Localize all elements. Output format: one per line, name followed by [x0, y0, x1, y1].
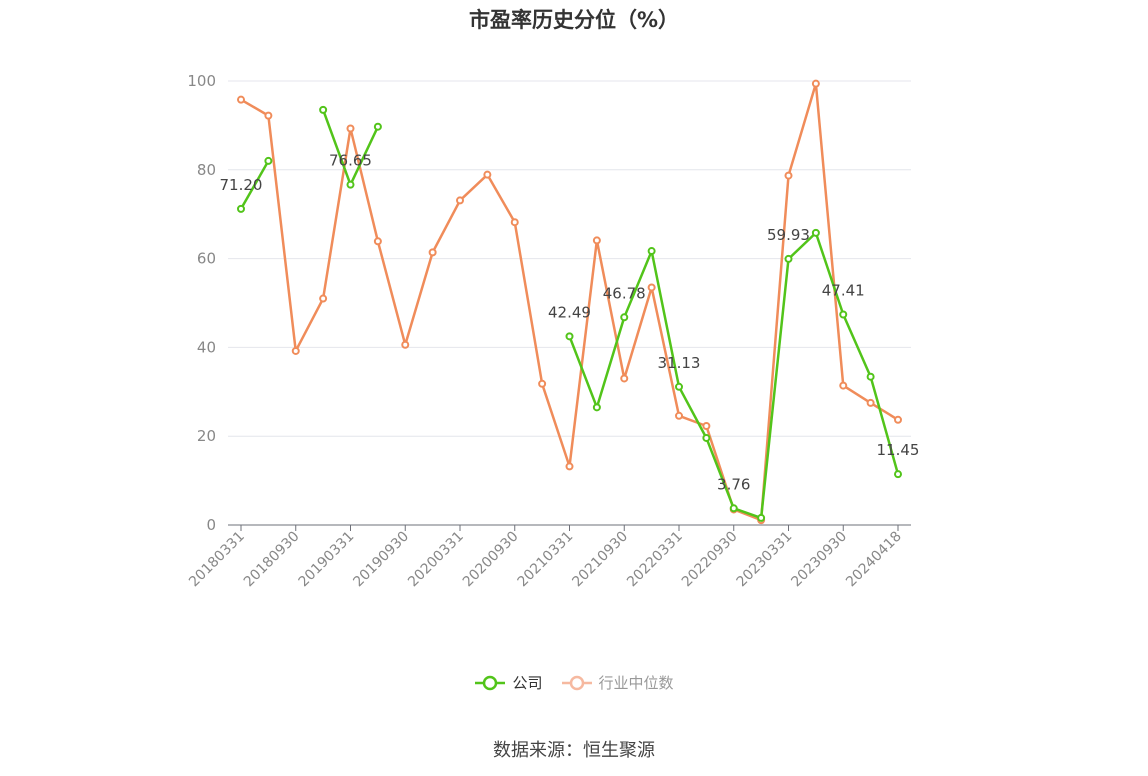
data-point — [647, 283, 656, 292]
data-point — [346, 124, 355, 133]
x-tick-label: 20190331 — [296, 529, 358, 591]
legend-label-industry-median: 行业中位数 — [598, 674, 674, 692]
data-point — [702, 433, 711, 442]
data-label: 11.45 — [877, 441, 920, 459]
data-label: 31.13 — [658, 354, 701, 372]
data-point — [592, 236, 601, 245]
data-point — [373, 122, 382, 131]
y-tick-label: 60 — [197, 250, 216, 268]
x-tick-label: 20180930 — [241, 529, 303, 591]
data-labels: 71.20 76.65 42.49 46.78 31.13 3.76 59.93 47.41 1… — [220, 152, 920, 494]
x-tick-label: 20230930 — [788, 529, 850, 591]
series-line-segment — [240, 82, 899, 522]
data-point — [894, 415, 902, 424]
legend-item-company[interactable]: 公司 — [474, 672, 543, 693]
line-chart: 0 20 40 60 80 100 2018033120180930201903312019… — [186, 72, 920, 590]
data-point — [237, 204, 245, 213]
data-point — [894, 470, 902, 479]
data-point — [702, 421, 711, 430]
data-point — [839, 381, 848, 390]
data-point — [483, 170, 492, 179]
data-point — [291, 346, 300, 355]
series-industry-median — [237, 79, 902, 525]
legend: 公司 行业中位数 — [0, 672, 1148, 693]
data-label: 3.76 — [717, 475, 750, 493]
legend-item-industry-median[interactable]: 行业中位数 — [561, 672, 674, 693]
data-point — [237, 95, 245, 104]
data-point — [592, 403, 601, 412]
data-label: 46.78 — [603, 284, 646, 302]
data-point — [784, 254, 793, 263]
x-tick-label: 20220331 — [624, 529, 686, 591]
data-point — [538, 379, 547, 388]
data-point — [620, 374, 629, 383]
data-point — [346, 180, 355, 189]
legend-industry-marker — [561, 675, 592, 690]
data-point — [401, 340, 410, 349]
data-label: 59.93 — [767, 226, 810, 244]
data-label: 42.49 — [548, 303, 591, 321]
data-point — [264, 156, 273, 165]
data-point — [866, 372, 875, 381]
data-point — [428, 248, 437, 257]
x-tick-label: 20200930 — [460, 529, 522, 591]
x-tick-label: 20190930 — [350, 529, 412, 591]
series-line-segment — [321, 109, 380, 186]
data-point — [675, 411, 683, 420]
x-tick-label: 20210930 — [569, 529, 631, 591]
data-point — [811, 228, 820, 237]
series-line-segment — [239, 160, 270, 210]
data-point — [784, 171, 793, 180]
x-tick-label: 20230331 — [734, 529, 796, 591]
data-label: 47.41 — [822, 281, 865, 299]
data-point — [675, 382, 683, 391]
series-company — [237, 105, 902, 522]
data-point — [620, 313, 629, 322]
x-tick-label: 20210331 — [515, 529, 577, 591]
axes: 0 20 40 60 80 100 2018033120180930201903312019… — [186, 72, 911, 590]
data-point — [729, 504, 738, 513]
chart-title: 市盈率历史分位（%） — [468, 8, 680, 32]
data-point — [839, 310, 848, 319]
y-tick-label: 100 — [187, 72, 216, 90]
data-point — [373, 237, 382, 246]
x-tick-label: 20180331 — [186, 529, 248, 591]
data-point — [456, 196, 464, 205]
data-point — [264, 111, 273, 120]
data-point — [757, 513, 766, 522]
data-point — [565, 462, 574, 471]
x-tick-label: 20200331 — [405, 529, 467, 591]
y-tick-label: 0 — [206, 516, 216, 534]
legend-company-marker — [475, 675, 506, 690]
data-point — [866, 398, 875, 407]
data-label: 71.20 — [220, 176, 263, 194]
grid-lines — [228, 80, 911, 437]
x-tick-label: 20220930 — [679, 529, 741, 591]
data-point — [565, 332, 574, 341]
x-tick-label: 20240418 — [843, 529, 905, 591]
data-point — [811, 79, 820, 88]
data-point — [319, 105, 328, 114]
data-point — [647, 247, 656, 256]
data-source: 数据来源：恒生聚源 — [493, 740, 655, 761]
series-lines — [237, 79, 902, 525]
y-tick-label: 40 — [197, 338, 216, 356]
data-label: 76.65 — [329, 152, 372, 170]
y-tick-label: 80 — [197, 161, 216, 179]
data-point — [510, 218, 519, 227]
y-tick-label: 20 — [197, 427, 216, 445]
legend-label-company: 公司 — [512, 674, 543, 692]
data-point — [319, 294, 328, 303]
